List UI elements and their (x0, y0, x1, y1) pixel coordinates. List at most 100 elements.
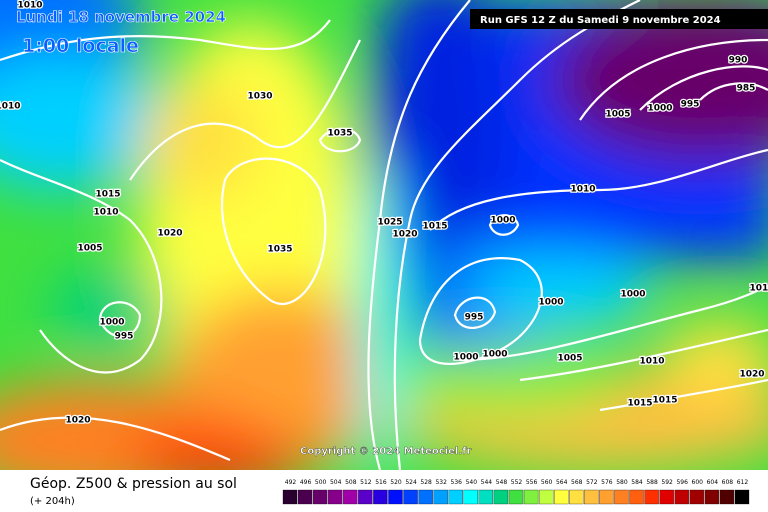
pressure-label: 1010 (93, 208, 118, 218)
pressure-label: 995 (115, 332, 134, 342)
scale-label: 536 (451, 479, 463, 486)
scale-label: 556 (526, 479, 538, 486)
pressure-label: 1010 (749, 284, 768, 294)
pressure-label: 1000 (490, 216, 515, 226)
scale-label: 552 (511, 479, 523, 486)
pressure-label: 1000 (482, 350, 507, 360)
scale-swatch (373, 489, 388, 505)
height-field (0, 0, 768, 470)
scale-label: 584 (631, 479, 643, 486)
scale-swatch (433, 489, 448, 505)
scale-swatch (629, 489, 644, 505)
scale-label: 572 (586, 479, 598, 486)
pressure-label: 1030 (247, 92, 272, 102)
scale-swatch (463, 489, 478, 505)
pressure-label: 1005 (605, 110, 630, 120)
scale-label: 544 (481, 479, 493, 486)
copyright: Copyright © 2024 Meteociel.fr (300, 446, 471, 457)
scale-label: 512 (360, 479, 372, 486)
pressure-label: 1020 (739, 370, 764, 380)
scale-swatch (448, 489, 463, 505)
scale-swatch (358, 489, 373, 505)
scale-swatch (704, 489, 720, 505)
pressure-label: 1015 (422, 222, 447, 232)
scale-label: 560 (541, 479, 553, 486)
pressure-label: 1020 (65, 416, 90, 426)
scale-swatch (523, 489, 539, 505)
pressure-label: 1010 (639, 357, 664, 367)
scale-label: 524 (405, 479, 417, 486)
scale-swatch (689, 489, 704, 505)
scale-label: 604 (707, 479, 719, 486)
pressure-label: 1015 (95, 190, 120, 200)
scale-swatch (659, 489, 674, 505)
scale-swatch (297, 489, 313, 505)
pressure-label: 1035 (267, 245, 292, 255)
scale-swatch (584, 489, 599, 505)
scale-label: 608 (722, 479, 734, 486)
scale-label: 500 (315, 479, 327, 486)
scale-swatch (554, 489, 569, 505)
pressure-label: 1000 (453, 353, 478, 363)
pressure-label: 995 (681, 100, 700, 110)
pressure-label: 1000 (620, 290, 645, 300)
time: 1:00 locale (22, 35, 139, 57)
pressure-label: 990 (729, 56, 748, 66)
scale-label: 576 (601, 479, 613, 486)
scale-swatch (674, 489, 689, 505)
scale-swatch (388, 489, 403, 505)
pressure-label: 1005 (557, 354, 582, 364)
scale-label: 492 (285, 479, 297, 486)
scale-swatch (343, 489, 358, 505)
scale-swatch (328, 489, 343, 505)
pressure-label: 985 (737, 84, 756, 94)
scale-swatch (478, 489, 494, 505)
pressure-label: 1010 (0, 102, 21, 112)
footer-subtitle: (+ 204h) (30, 496, 75, 507)
scale-label: 596 (676, 479, 688, 486)
scale-swatch (312, 489, 328, 505)
scale-swatch (599, 489, 614, 505)
pressure-label: 995 (465, 313, 484, 323)
scale-label: 588 (646, 479, 658, 486)
pressure-label: 1025 (377, 218, 402, 228)
scale-swatch (644, 489, 659, 505)
date: Lundi 18 novembre 2024 (16, 8, 226, 26)
run-box (470, 9, 768, 29)
pressure-label: 1015 (652, 396, 677, 406)
scale-label: 564 (556, 479, 568, 486)
pressure-label: 1020 (157, 229, 182, 239)
pressure-label: 1020 (392, 230, 417, 240)
pressure-label: 1000 (647, 104, 672, 114)
isobars (0, 0, 768, 470)
scale-label: 520 (390, 479, 402, 486)
pressure-label: 1005 (77, 244, 102, 254)
pressure-label: 1010 (570, 185, 595, 195)
scale-label: 504 (330, 479, 342, 486)
scale-label: 600 (692, 479, 704, 486)
scale-label: 532 (435, 479, 447, 486)
scale-label: 496 (300, 479, 312, 486)
scale-swatch (418, 489, 433, 505)
scale-swatch (493, 489, 509, 505)
scale-label: 516 (375, 479, 387, 486)
scale-label: 592 (661, 479, 673, 486)
scale-label: 508 (345, 479, 357, 486)
scale-label: 548 (496, 479, 508, 486)
scale-label: 580 (616, 479, 628, 486)
scale-swatch (614, 489, 629, 505)
scale-swatch (719, 489, 735, 505)
scale-swatch (403, 489, 418, 505)
scale-swatch (569, 489, 584, 505)
pressure-labels: 1010 1030 1035 1010 1015 1010 1005 1020 1035 1000… (0, 0, 768, 427)
scale-swatch (734, 489, 750, 505)
footer-title: Géop. Z500 & pression au sol (30, 476, 237, 492)
pressure-label: 1000 (538, 298, 563, 308)
pressure-label: 1015 (627, 399, 652, 409)
scale-swatch (508, 489, 524, 505)
scale-swatch (282, 489, 298, 505)
scale-label: 612 (737, 479, 749, 486)
pressure-label: 1035 (327, 129, 352, 139)
scale-swatch (538, 489, 554, 505)
